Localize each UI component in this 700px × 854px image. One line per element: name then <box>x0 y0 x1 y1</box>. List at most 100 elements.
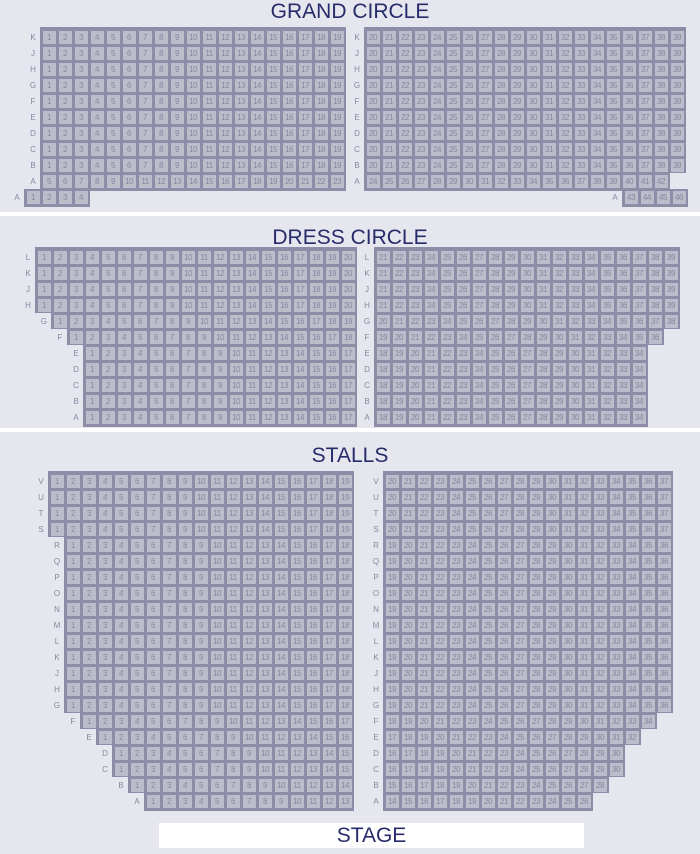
seat-C-25[interactable]: 25 <box>446 142 460 156</box>
seat-E-6[interactable]: 6 <box>165 346 179 360</box>
seat-O-20[interactable]: 20 <box>401 586 415 600</box>
seat-K-32[interactable]: 32 <box>552 266 566 280</box>
seat-N-20[interactable]: 20 <box>401 602 415 616</box>
seat-P-2[interactable]: 2 <box>82 570 96 584</box>
seat-D-10[interactable]: 10 <box>229 362 243 376</box>
seat-R-18[interactable]: 18 <box>338 538 352 552</box>
seat-E-17[interactable]: 17 <box>385 730 399 744</box>
seat-B-28[interactable]: 28 <box>593 778 607 792</box>
seat-E-3[interactable]: 3 <box>130 730 144 744</box>
seat-M-14[interactable]: 14 <box>274 618 288 632</box>
seat-S-34[interactable]: 34 <box>609 522 623 536</box>
seat-J-35[interactable]: 35 <box>641 666 655 680</box>
seat-E-14[interactable]: 14 <box>306 730 320 744</box>
seat-M-9[interactable]: 9 <box>194 618 208 632</box>
seat-Q-14[interactable]: 14 <box>274 554 288 568</box>
seat-B-35[interactable]: 35 <box>606 158 620 172</box>
seat-J-17[interactable]: 17 <box>293 282 307 296</box>
seat-D-5[interactable]: 5 <box>178 746 192 760</box>
seat-C-13[interactable]: 13 <box>306 762 320 776</box>
seat-H-13[interactable]: 13 <box>229 298 243 312</box>
seat-U-16[interactable]: 16 <box>290 490 304 504</box>
seat-N-28[interactable]: 28 <box>529 602 543 616</box>
seat-E-34[interactable]: 34 <box>590 110 604 124</box>
seat-J-19[interactable]: 19 <box>325 282 339 296</box>
seat-K-3[interactable]: 3 <box>69 266 83 280</box>
seat-M-3[interactable]: 3 <box>98 618 112 632</box>
seat-E-20[interactable]: 20 <box>408 346 422 360</box>
seat-H-9[interactable]: 9 <box>165 298 179 312</box>
seat-F-3[interactable]: 3 <box>74 94 88 108</box>
seat-E-39[interactable]: 39 <box>670 110 684 124</box>
seat-K-14[interactable]: 14 <box>250 30 264 44</box>
seat-G-33[interactable]: 33 <box>609 698 623 712</box>
seat-J-33[interactable]: 33 <box>574 46 588 60</box>
seat-A-31[interactable]: 31 <box>584 410 598 424</box>
seat-L-19[interactable]: 19 <box>385 634 399 648</box>
seat-C-11[interactable]: 11 <box>274 762 288 776</box>
seat-S-16[interactable]: 16 <box>290 522 304 536</box>
seat-A-22[interactable]: 22 <box>513 794 527 808</box>
seat-S-32[interactable]: 32 <box>577 522 591 536</box>
seat-C-17[interactable]: 17 <box>341 378 355 392</box>
seat-R-25[interactable]: 25 <box>481 538 495 552</box>
seat-H-12[interactable]: 12 <box>218 62 232 76</box>
seat-D-15[interactable]: 15 <box>309 362 323 376</box>
seat-T-18[interactable]: 18 <box>322 506 336 520</box>
seat-B-16[interactable]: 16 <box>325 394 339 408</box>
seat-F-36[interactable]: 36 <box>622 94 636 108</box>
seat-F-17[interactable]: 17 <box>325 330 339 344</box>
seat-Q-9[interactable]: 9 <box>194 554 208 568</box>
seat-L-8[interactable]: 8 <box>178 634 192 648</box>
seat-J-8[interactable]: 8 <box>154 46 168 60</box>
seat-G-34[interactable]: 34 <box>600 314 614 328</box>
seat-J-18[interactable]: 18 <box>338 666 352 680</box>
seat-B-27[interactable]: 27 <box>478 158 492 172</box>
seat-C-27[interactable]: 27 <box>520 378 534 392</box>
seat-L-9[interactable]: 9 <box>194 634 208 648</box>
seat-F-21[interactable]: 21 <box>433 714 447 728</box>
seat-H-7[interactable]: 7 <box>162 682 176 696</box>
seat-J-7[interactable]: 7 <box>162 666 176 680</box>
seat-S-13[interactable]: 13 <box>242 522 256 536</box>
seat-E-11[interactable]: 11 <box>258 730 272 744</box>
seat-K-27[interactable]: 27 <box>472 266 486 280</box>
seat-R-26[interactable]: 26 <box>497 538 511 552</box>
seat-J-7[interactable]: 7 <box>133 282 147 296</box>
seat-A-28[interactable]: 28 <box>430 174 444 188</box>
seat-C-2[interactable]: 2 <box>130 762 144 776</box>
seat-H-25[interactable]: 25 <box>440 298 454 312</box>
seat-T-1[interactable]: 1 <box>50 506 64 520</box>
seat-P-1[interactable]: 1 <box>66 570 80 584</box>
seat-M-6[interactable]: 6 <box>146 618 160 632</box>
seat-H-22[interactable]: 22 <box>392 298 406 312</box>
seat-F-34[interactable]: 34 <box>641 714 655 728</box>
seat-H-2[interactable]: 2 <box>58 62 72 76</box>
seat-N-27[interactable]: 27 <box>513 602 527 616</box>
seat-J-18[interactable]: 18 <box>314 46 328 60</box>
seat-D-9[interactable]: 9 <box>213 362 227 376</box>
seat-G-19[interactable]: 19 <box>330 78 344 92</box>
seat-J-20[interactable]: 20 <box>401 666 415 680</box>
seat-G-20[interactable]: 20 <box>401 698 415 712</box>
seat-D-24[interactable]: 24 <box>472 362 486 376</box>
seat-Q-22[interactable]: 22 <box>433 554 447 568</box>
seat-G-30[interactable]: 30 <box>526 78 540 92</box>
seat-B-27[interactable]: 27 <box>577 778 591 792</box>
seat-J-21[interactable]: 21 <box>376 282 390 296</box>
seat-T-3[interactable]: 3 <box>82 506 96 520</box>
seat-V-17[interactable]: 17 <box>306 474 320 488</box>
seat-A-16[interactable]: 16 <box>417 794 431 808</box>
seat-E-7[interactable]: 7 <box>194 730 208 744</box>
seat-D-28[interactable]: 28 <box>494 126 508 140</box>
seat-M-27[interactable]: 27 <box>513 618 527 632</box>
seat-B-36[interactable]: 36 <box>622 158 636 172</box>
seat-C-27[interactable]: 27 <box>561 762 575 776</box>
seat-G-31[interactable]: 31 <box>542 78 556 92</box>
seat-P-22[interactable]: 22 <box>433 570 447 584</box>
seat-A-2[interactable]: 2 <box>101 410 115 424</box>
seat-E-12[interactable]: 12 <box>218 110 232 124</box>
seat-C-24[interactable]: 24 <box>472 378 486 392</box>
seat-A-10[interactable]: 10 <box>290 794 304 808</box>
seat-F-10[interactable]: 10 <box>226 714 240 728</box>
